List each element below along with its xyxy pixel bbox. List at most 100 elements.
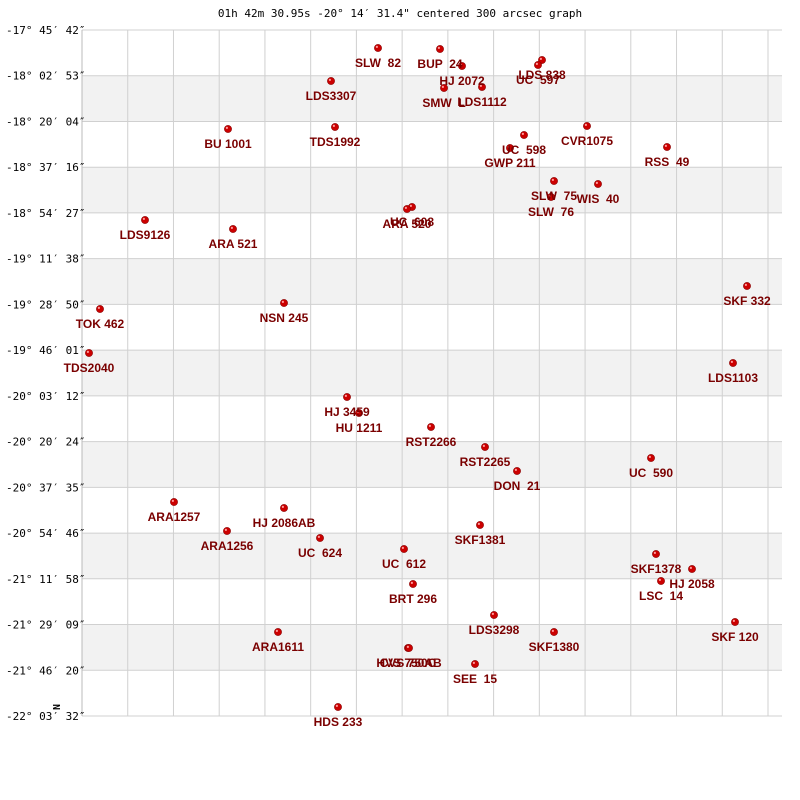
star-point-highlight <box>344 394 347 397</box>
y-tick-label: -19° 46′ 01″ <box>6 344 85 357</box>
star-points <box>85 44 751 711</box>
grid-band <box>82 167 782 213</box>
y-tick-label: -19° 11′ 38″ <box>6 253 85 266</box>
y-tick-label: -18° 37′ 16″ <box>6 161 85 174</box>
star-point <box>652 550 660 558</box>
star-label: SKF1381 <box>455 533 506 547</box>
star-label: LSC 14 <box>639 589 683 603</box>
star-label: WIS 40 <box>577 192 620 206</box>
star-label: LDS1112 <box>457 95 507 109</box>
star-point <box>334 703 342 711</box>
star-point <box>405 644 413 652</box>
star-label: HDS 233 <box>314 715 363 729</box>
star-point <box>657 577 665 585</box>
y-tick-label: -18° 02′ 53″ <box>6 70 85 83</box>
star-point-highlight <box>281 300 284 303</box>
star-point-highlight <box>225 126 228 129</box>
star-point-highlight <box>664 144 668 147</box>
star-point <box>280 299 288 307</box>
grid-band <box>82 75 782 122</box>
star-point <box>327 77 335 85</box>
y-tick-label: -20° 03′ 12″ <box>6 390 85 403</box>
star-point-highlight <box>401 546 404 550</box>
star-point-highlight <box>658 578 662 582</box>
star-point <box>550 177 558 185</box>
star-point-highlight <box>171 499 174 502</box>
star-point-highlight <box>479 84 482 87</box>
star-point <box>331 123 339 131</box>
north-marker: N <box>52 704 63 710</box>
star-label: HU 1211 <box>336 421 383 435</box>
star-point-highlight <box>648 455 652 458</box>
star-label: ARA1256 <box>201 539 254 553</box>
star-label: HJ 3459 <box>324 405 370 419</box>
star-label: ARA1257 <box>148 510 201 524</box>
star-point-highlight <box>477 522 480 526</box>
star-point-highlight <box>441 85 444 88</box>
star-point <box>513 467 521 475</box>
star-label: UC 597 <box>516 73 560 87</box>
alternating-bands <box>82 75 782 671</box>
star-point <box>436 45 444 53</box>
star-label: LDS3307 <box>306 89 357 103</box>
star-point-highlight <box>732 619 736 623</box>
y-tick-label: -17° 45′ 42″ <box>6 24 85 37</box>
chart-title: 01h 42m 30.95s -20° 14′ 31.4" centered 3… <box>218 7 582 20</box>
star-label: UC 590 <box>629 466 673 480</box>
star-label: SLW 75 <box>531 189 577 203</box>
star-label: SKF1378 <box>631 562 682 576</box>
star-point-highlight <box>437 46 440 50</box>
star-point <box>743 282 751 290</box>
star-point-highlight <box>335 704 338 708</box>
star-label: GWP 211 <box>484 156 535 170</box>
star-point <box>343 393 351 401</box>
star-point-highlight <box>521 132 525 135</box>
star-point <box>427 423 435 431</box>
star-label: SKF 332 <box>723 294 771 308</box>
star-point-highlight <box>689 566 693 570</box>
star-point <box>647 454 655 462</box>
star-label: SMW L <box>422 96 465 110</box>
star-label: BRT 296 <box>389 592 437 606</box>
star-label: SEE 15 <box>453 672 497 686</box>
star-point <box>663 143 671 151</box>
star-point <box>490 611 498 619</box>
star-label: HJ 2058 <box>669 577 715 591</box>
star-point <box>481 443 489 451</box>
star-point <box>224 125 232 133</box>
star-point-highlight <box>356 410 359 413</box>
star-label: SKF 120 <box>711 630 759 644</box>
star-point <box>223 527 231 535</box>
star-point-highlight <box>539 57 543 61</box>
star-label: RST2265 <box>460 455 511 469</box>
star-label: HJ 2086AB <box>253 516 316 530</box>
star-label: DON 21 <box>494 479 541 493</box>
star-point-highlight <box>482 444 485 447</box>
star-point-highlight <box>281 505 284 508</box>
star-label: CVR1075 <box>561 134 613 148</box>
star-point-highlight <box>507 145 510 148</box>
star-label: LDS1103 <box>708 371 758 385</box>
star-point-highlight <box>584 123 588 126</box>
star-label: ARA1611 <box>252 640 304 654</box>
star-point-highlight <box>230 226 233 229</box>
star-point-highlight <box>375 45 378 49</box>
grid-band <box>82 624 782 671</box>
star-point-highlight <box>86 350 89 353</box>
grid-band <box>82 533 782 579</box>
star-point-highlight <box>653 551 657 555</box>
star-label: UC 598 <box>502 143 546 157</box>
grid-band <box>82 441 782 488</box>
star-label: CVS 750C <box>380 656 437 670</box>
star-point-highlight <box>459 63 462 66</box>
star-point-highlight <box>409 204 412 207</box>
star-label: NSN 245 <box>260 311 309 325</box>
grid-band <box>82 258 782 305</box>
star-label: HJ 2072 <box>439 74 485 88</box>
star-label: LDS 838 <box>518 68 566 82</box>
star-point-highlight <box>317 535 320 539</box>
star-point <box>400 545 408 553</box>
star-point <box>409 580 417 588</box>
